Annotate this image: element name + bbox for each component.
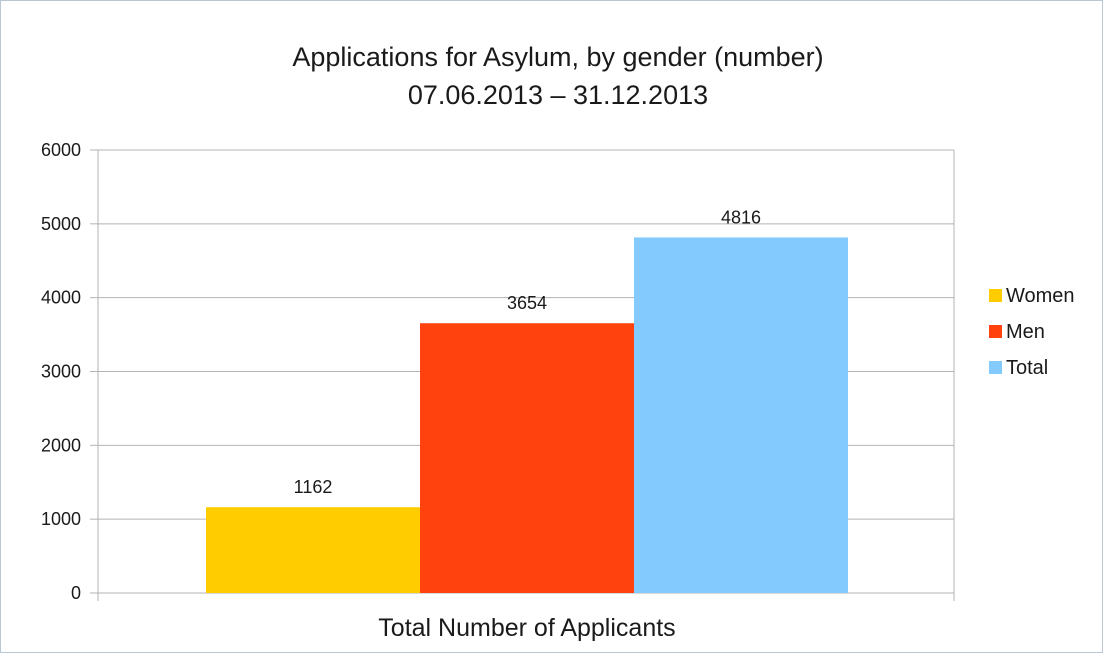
data-label-men: 3654 xyxy=(507,293,547,313)
y-tick-label: 1000 xyxy=(41,509,81,529)
x-axis-category-label: Total Number of Applicants xyxy=(378,614,675,642)
legend-swatch-total xyxy=(989,361,1002,374)
legend-label-women: Women xyxy=(1006,285,1075,307)
y-tick-label: 5000 xyxy=(41,214,81,234)
legend-label-total: Total xyxy=(1006,357,1048,379)
chart-title: Applications for Asylum, by gender (numb… xyxy=(292,42,823,72)
y-tick-label: 0 xyxy=(71,583,81,603)
legend-swatch-women xyxy=(989,289,1002,302)
bar-men xyxy=(420,323,634,593)
y-tick-label: 4000 xyxy=(41,288,81,308)
bars: 1162 3654 4816 xyxy=(206,207,848,593)
legend-label-men: Men xyxy=(1006,321,1045,343)
y-tick-label: 2000 xyxy=(41,435,81,455)
bar-women xyxy=(206,507,420,593)
y-tick-label: 3000 xyxy=(41,362,81,382)
chart-subtitle: 07.06.2013 – 31.12.2013 xyxy=(408,80,708,110)
data-label-total: 4816 xyxy=(721,207,761,227)
legend-swatch-men xyxy=(989,325,1002,338)
y-tick-label: 6000 xyxy=(41,140,81,160)
legend: Women Men Total xyxy=(989,285,1075,379)
bar-total xyxy=(634,237,848,593)
axes: 0 1000 2000 3000 4000 5000 6000 xyxy=(41,140,955,603)
data-label-women: 1162 xyxy=(294,477,333,497)
